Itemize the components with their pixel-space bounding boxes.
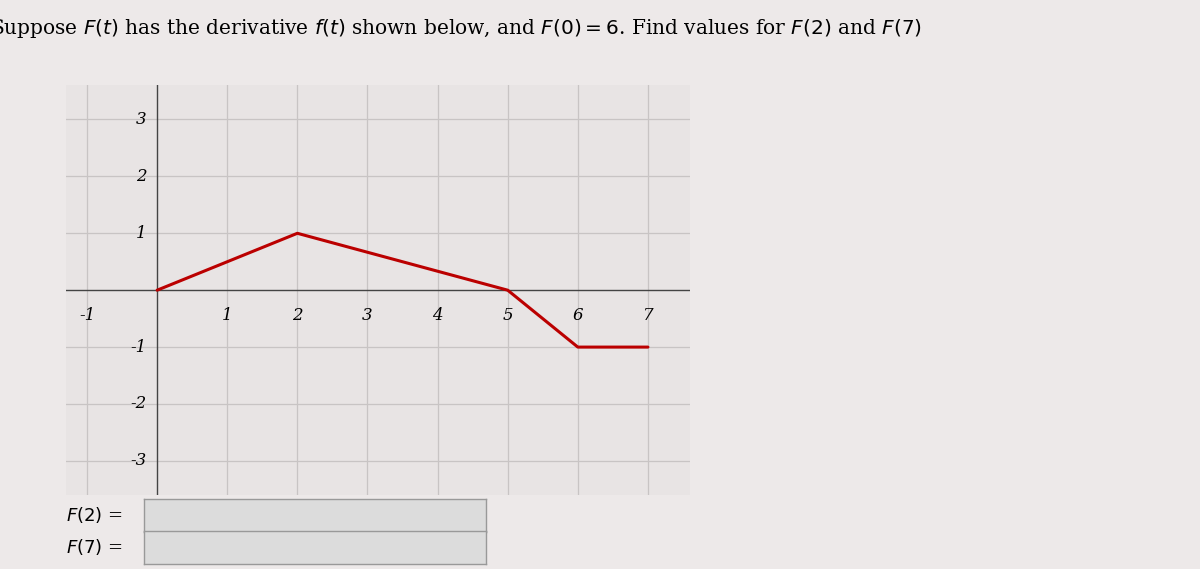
Text: 3: 3 [362, 307, 373, 324]
Text: -3: -3 [131, 452, 146, 469]
Text: -2: -2 [131, 395, 146, 413]
Text: $F(7)$ =: $F(7)$ = [66, 537, 122, 558]
Text: $F(2)$ =: $F(2)$ = [66, 505, 122, 525]
Text: 7: 7 [643, 307, 653, 324]
Text: 2: 2 [136, 168, 146, 185]
Text: 2: 2 [292, 307, 302, 324]
Text: 4: 4 [432, 307, 443, 324]
Text: Suppose $F(t)$ has the derivative $f(t)$ shown below, and $F(0) = 6$. Find value: Suppose $F(t)$ has the derivative $f(t)$… [0, 17, 922, 40]
Text: 1: 1 [222, 307, 233, 324]
Text: 1: 1 [136, 225, 146, 242]
Text: 3: 3 [136, 111, 146, 128]
Text: -1: -1 [131, 339, 146, 356]
Text: 6: 6 [572, 307, 583, 324]
Text: 5: 5 [503, 307, 514, 324]
Text: -1: -1 [79, 307, 95, 324]
